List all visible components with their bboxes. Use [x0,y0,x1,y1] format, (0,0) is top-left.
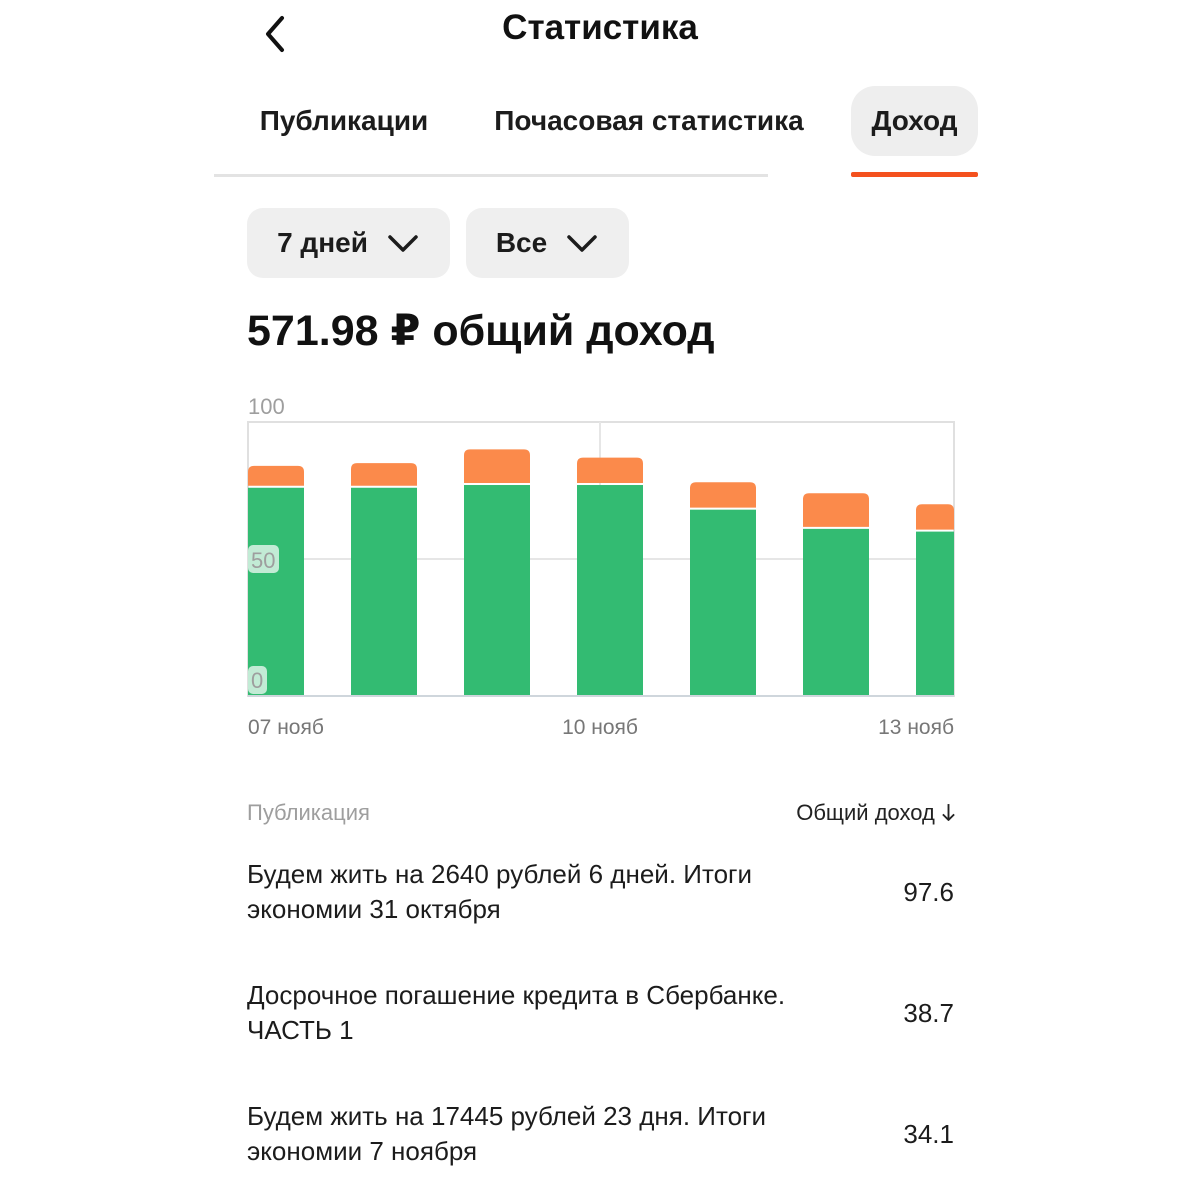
chart-bar-secondary [248,465,304,486]
chevron-down-icon [388,235,418,252]
period-filter-dropdown[interactable]: 7 дней [247,208,450,278]
chart-bar-secondary [803,493,869,527]
table-row[interactable]: Досрочное погашение кредита в Сбербанке.… [247,978,954,1058]
tabs-divider [214,174,768,177]
x-tick-label: 13 нояб [878,716,954,739]
row-title: Будем жить на 17445 рублей 23 дня. Итоги… [247,1101,767,1166]
row-title: Будем жить на 2640 рублей 6 дней. Итоги … [247,859,753,924]
type-filter-label: Все [495,227,548,258]
chevron-down-icon [567,235,597,252]
page-title: Статистика [502,8,698,47]
tab-hourly-statistics[interactable]: Почасовая статистика [494,105,804,136]
total-income: 571.98 ₽ общий доход [247,307,715,355]
chart-bar-primary [803,528,869,696]
chart-bar-secondary [351,463,417,486]
x-tick-label: 07 нояб [248,716,324,739]
y-tick-label-bg [248,545,279,573]
chart-bar-primary [351,487,417,696]
y-tick-label-bg [248,666,267,694]
row-title: Досрочное погашение кредита в Сбербанке.… [247,980,786,1045]
column-header-income[interactable]: Общий доход [796,800,956,826]
tab-publications[interactable]: Публикации [259,105,429,136]
y-tick-label: 0 [251,668,263,693]
active-tab-indicator [851,172,978,177]
chevron-left-icon [266,16,284,52]
chart-bar-primary [690,509,756,696]
chart-bar-primary [916,531,954,696]
income-chart: 100 50 0 07 нояб 10 нояб 13 нояб [247,394,955,739]
type-filter-dropdown[interactable]: Все [466,208,629,278]
chart-bar-secondary [690,482,756,508]
chart-bar-primary [248,487,304,696]
arrow-down-icon [942,804,955,821]
y-tick-label: 50 [251,548,275,573]
back-button[interactable] [248,6,304,58]
chart-bar-primary [577,485,643,696]
chart-bar-primary [464,485,530,696]
table-row[interactable]: Будем жить на 2640 рублей 6 дней. Итоги … [247,857,954,937]
x-tick-label: 10 нояб [562,716,638,739]
column-header-publication: Публикация [247,800,370,825]
tab-income[interactable]: Доход [851,86,978,156]
chart-bar-secondary [464,449,530,484]
period-filter-label: 7 дней [277,227,368,258]
y-tick-label: 100 [248,394,285,419]
chart-bar-secondary [577,457,643,484]
row-value: 34.1 [903,1119,954,1149]
row-value: 38.7 [903,998,954,1028]
column-header-income-label: Общий доход [796,800,935,825]
chart-bar-secondary [916,504,954,530]
table-row[interactable]: Будем жить на 17445 рублей 23 дня. Итоги… [247,1099,954,1179]
row-value: 97.6 [903,877,954,907]
